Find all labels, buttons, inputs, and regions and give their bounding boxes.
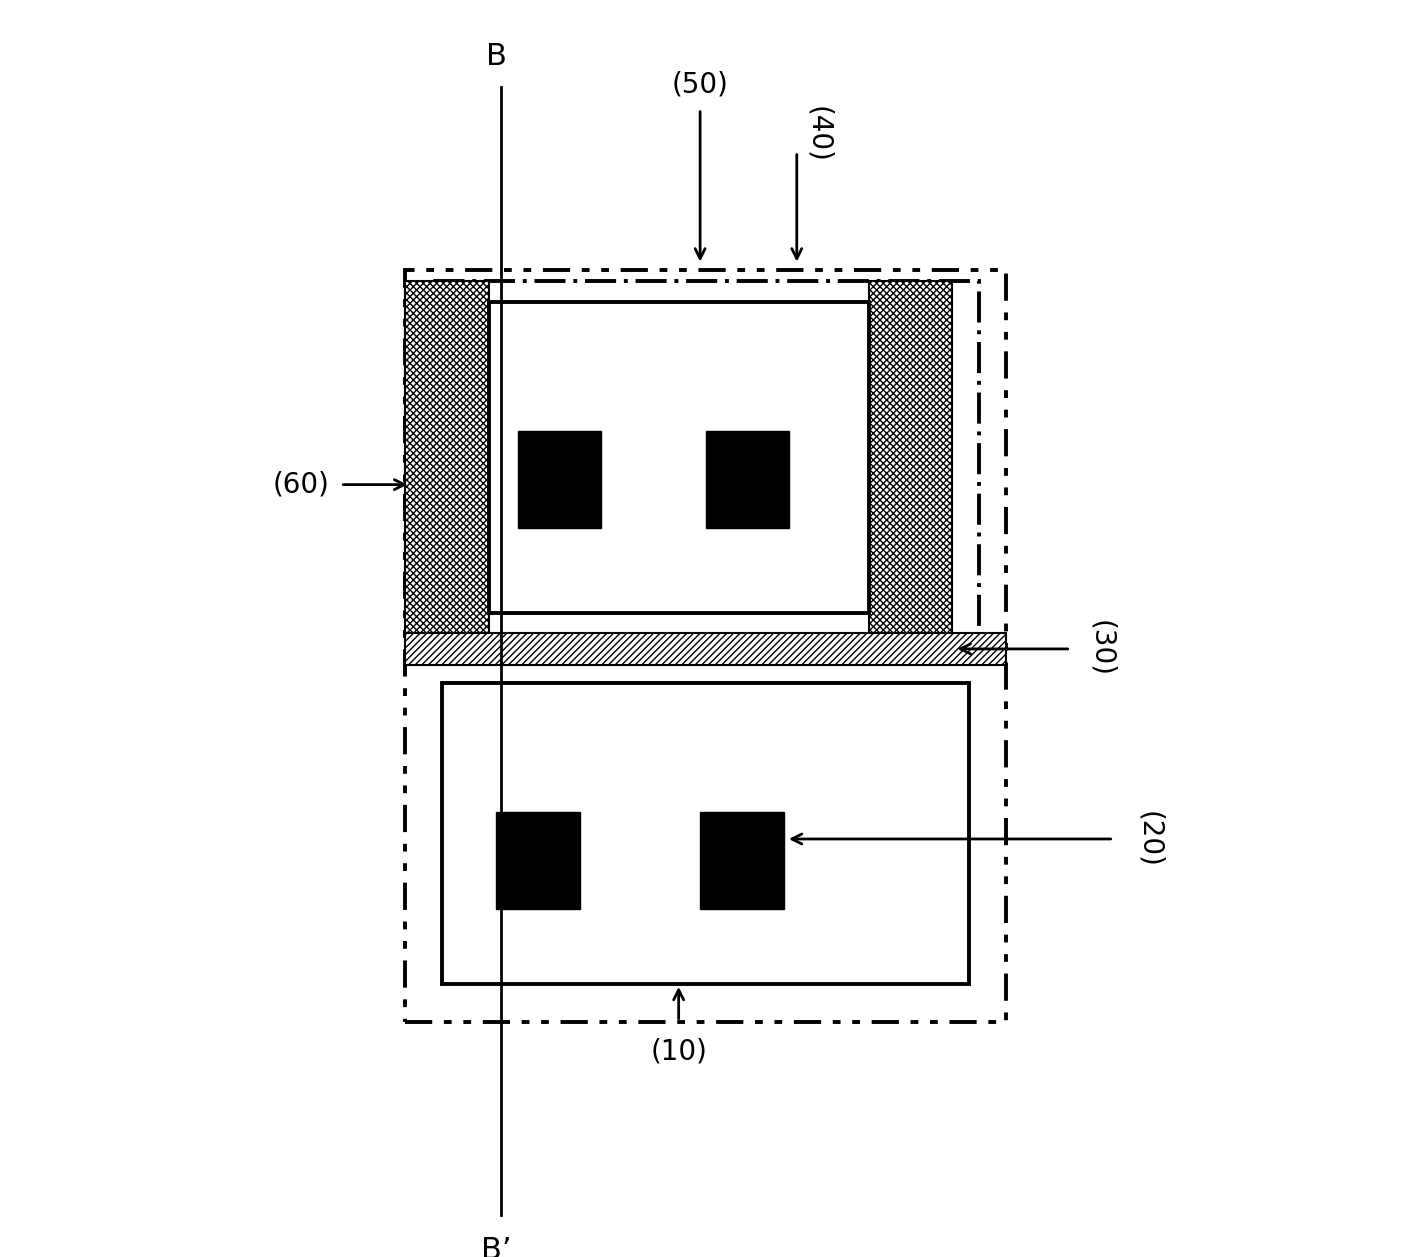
Text: B’: B’ bbox=[481, 1237, 511, 1257]
Bar bbox=[706, 431, 789, 528]
Bar bbox=[405, 280, 488, 635]
Text: (60): (60) bbox=[272, 470, 330, 499]
Bar bbox=[405, 270, 1006, 1022]
Bar bbox=[700, 812, 785, 909]
Bar bbox=[405, 632, 1006, 665]
Bar bbox=[432, 280, 979, 635]
Bar bbox=[518, 431, 601, 528]
Text: (40): (40) bbox=[804, 106, 832, 162]
Bar bbox=[488, 302, 869, 613]
Bar bbox=[443, 684, 968, 984]
Text: (20): (20) bbox=[1134, 811, 1163, 867]
Text: B: B bbox=[485, 43, 507, 72]
Text: (50): (50) bbox=[672, 70, 728, 98]
Text: (10): (10) bbox=[650, 1037, 707, 1066]
Bar bbox=[497, 812, 580, 909]
Bar bbox=[869, 280, 952, 635]
Text: (30): (30) bbox=[1086, 621, 1115, 678]
